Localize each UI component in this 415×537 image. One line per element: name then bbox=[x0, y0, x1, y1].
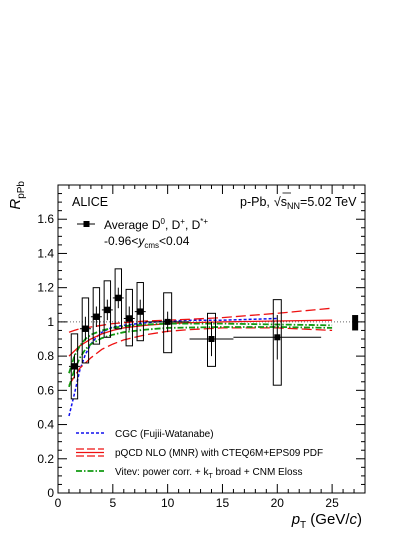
x-tick-label: 25 bbox=[325, 496, 339, 510]
model-pqcd-central bbox=[68, 319, 333, 357]
vitev-sub: T bbox=[208, 473, 213, 480]
y-title-sub: pPb bbox=[16, 181, 27, 199]
legend-cgc-label: CGC (Fujii-Watanabe) bbox=[115, 429, 214, 440]
sqrt-sign: √ bbox=[274, 195, 281, 209]
y-tick-label: 0.6 bbox=[37, 383, 54, 397]
energy-subscript: NN bbox=[287, 201, 300, 211]
data-point-9 bbox=[233, 299, 322, 386]
sys-box bbox=[207, 312, 216, 367]
y-title-main: R bbox=[7, 199, 24, 210]
legend-dstar-sup: *+ bbox=[200, 217, 208, 226]
y-tick-label: 0.2 bbox=[37, 452, 54, 466]
x-title-unit-suffix: ) bbox=[357, 511, 362, 528]
model-vitev-lower bbox=[68, 326, 333, 388]
model-pqcd-lower bbox=[68, 327, 333, 386]
rapidity-suffix: <0.04 bbox=[159, 234, 190, 248]
x-tick-label: 10 bbox=[161, 496, 175, 510]
legend-rapidity-label: -0.96<ycms<0.04 bbox=[104, 234, 190, 250]
experiment-label: ALICE bbox=[72, 195, 108, 209]
x-title-sub: T bbox=[300, 520, 306, 531]
legend-dplus-sup: + bbox=[180, 217, 185, 226]
data-marker bbox=[104, 306, 111, 314]
x-title-main: p bbox=[291, 511, 300, 528]
plot-frame bbox=[57, 184, 366, 494]
energy-value: =5.02 TeV bbox=[300, 195, 357, 209]
x-axis-title: pT (GeV/c) bbox=[291, 511, 362, 531]
y-axis-title: RpPb bbox=[7, 181, 27, 210]
model-vitev-upper bbox=[68, 322, 333, 374]
x-tick-label: 5 bbox=[109, 496, 116, 510]
legend-vitev-label: Vitev: power corr. + kT broad + CNM Elos… bbox=[115, 467, 303, 480]
y-tick-label: 1 bbox=[47, 315, 54, 329]
data-point-5 bbox=[123, 288, 135, 347]
legend-sep1: , D bbox=[165, 218, 181, 232]
data-marker bbox=[93, 313, 100, 320]
rapidity-prefix: -0.96< bbox=[104, 234, 138, 248]
data-point-0 bbox=[68, 333, 80, 400]
system-label: p-Pb, bbox=[240, 195, 270, 209]
data-marker bbox=[208, 336, 215, 342]
y-tick-label: 1.6 bbox=[37, 212, 54, 226]
data-marker bbox=[82, 325, 89, 332]
model-curves-layer bbox=[68, 307, 333, 417]
y-tick-label: 0.4 bbox=[37, 418, 54, 432]
y-tick-label: 1.2 bbox=[37, 281, 54, 295]
y-tick-label: 0 bbox=[47, 486, 54, 500]
data-point-4 bbox=[112, 268, 124, 330]
legend-data-label: Average D0, D+, D*+ bbox=[104, 217, 208, 232]
x-title-unit-c: c bbox=[350, 511, 358, 528]
axes-layer: 0 5 10 15 20 25 0 0.2 0.4 0.6 0.8 1 1.2 1.4 1.6 bbox=[37, 184, 366, 510]
normalization-uncertainty-box bbox=[352, 315, 359, 331]
sys-box bbox=[272, 299, 282, 386]
model-pqcd-upper bbox=[68, 307, 333, 333]
data-point-6 bbox=[134, 282, 146, 342]
data-point-8 bbox=[189, 312, 234, 367]
data-legend: Average D0, D+, D*+ -0.96<ycms<0.04 bbox=[77, 217, 208, 250]
data-point-7 bbox=[145, 292, 190, 354]
vitev-suffix: broad + CNM Eloss bbox=[213, 467, 303, 478]
model-legend: CGC (Fujii-Watanabe) pQCD NLO (MNR) with… bbox=[76, 429, 323, 480]
data-marker bbox=[274, 334, 281, 341]
data-point-1 bbox=[79, 297, 91, 364]
data-marker bbox=[164, 318, 171, 325]
data-points-layer bbox=[68, 268, 359, 400]
rapidity-sub: cms bbox=[144, 241, 159, 250]
x-tick-label: 0 bbox=[55, 496, 62, 510]
data-point-3 bbox=[101, 280, 113, 338]
data-marker bbox=[137, 308, 144, 315]
data-marker bbox=[115, 294, 122, 302]
data-marker bbox=[126, 315, 133, 322]
sys-box bbox=[163, 292, 173, 354]
legend-pqcd-label: pQCD NLO (MNR) with CTEQ6M+EPS09 PDF bbox=[115, 448, 323, 459]
x-tick-label: 20 bbox=[271, 496, 285, 510]
legend-d-text: Average D bbox=[104, 218, 161, 232]
legend-sep2: , D bbox=[185, 218, 201, 232]
legend-d0-sup: 0 bbox=[160, 217, 165, 226]
y-tick-label: 0.8 bbox=[37, 349, 54, 363]
data-point-2 bbox=[90, 287, 102, 345]
sqrt-s: s bbox=[281, 195, 287, 209]
rapidity-var: y bbox=[137, 234, 145, 248]
x-tick-label: 15 bbox=[216, 496, 230, 510]
system-energy-label: p-Pb, √sNN=5.02 TeV bbox=[240, 195, 357, 211]
vitev-prefix: Vitev: power corr. + k bbox=[115, 467, 209, 478]
y-tick-label: 1.4 bbox=[37, 246, 54, 260]
legend-marker-square bbox=[83, 221, 90, 227]
data-marker bbox=[71, 363, 78, 370]
x-title-unit-prefix: (GeV/ bbox=[306, 511, 350, 528]
